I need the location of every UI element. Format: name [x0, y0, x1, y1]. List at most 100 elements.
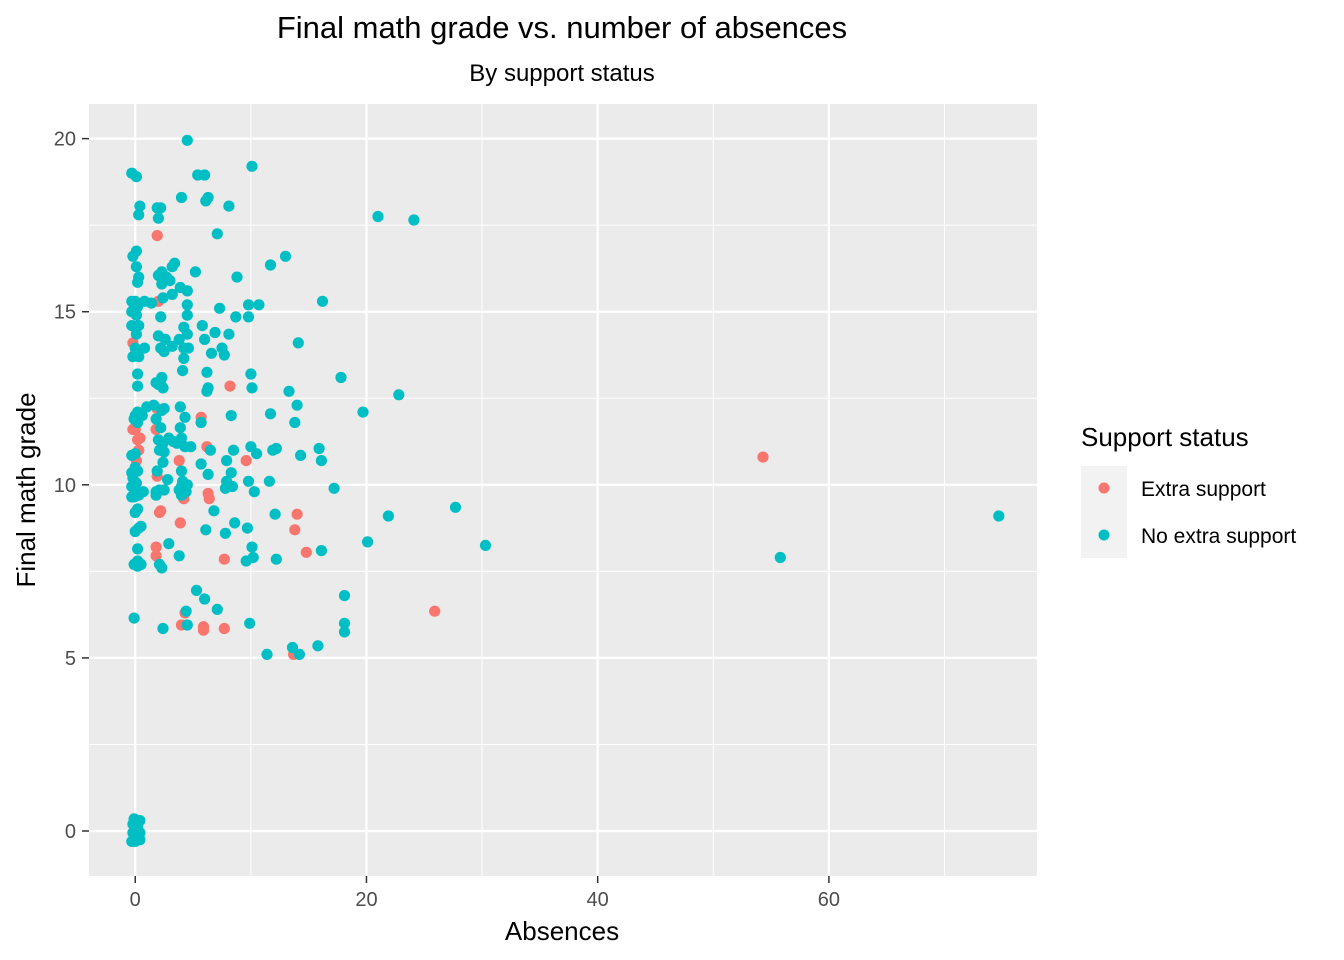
data-point — [132, 543, 144, 555]
x-tick-label: 60 — [818, 889, 840, 911]
data-point — [174, 517, 186, 529]
data-point — [173, 550, 185, 562]
data-point — [393, 389, 405, 401]
y-axis-label: Final math grade — [11, 392, 41, 587]
y-tick-label: 15 — [54, 302, 76, 324]
data-point — [289, 524, 301, 536]
data-point — [134, 200, 146, 212]
data-point — [313, 442, 325, 455]
data-point — [208, 505, 220, 517]
data-point — [156, 404, 168, 416]
data-point — [175, 465, 188, 477]
data-point — [338, 617, 351, 629]
data-point — [153, 444, 166, 456]
data-point — [155, 422, 167, 434]
data-point — [229, 517, 241, 529]
data-point — [180, 605, 192, 617]
data-point — [181, 619, 193, 631]
data-point — [241, 522, 253, 534]
data-point — [128, 612, 140, 624]
data-point — [219, 527, 231, 539]
data-point — [175, 191, 188, 204]
data-point — [225, 467, 237, 479]
legend-label-extra-support: Extra support — [1141, 478, 1266, 501]
data-point — [126, 467, 138, 479]
legend-marker-extra-support — [1098, 482, 1110, 494]
data-point — [338, 590, 351, 602]
data-point — [126, 480, 138, 493]
data-point — [155, 505, 167, 517]
data-point — [151, 230, 163, 242]
data-point — [196, 320, 208, 332]
data-point — [291, 399, 303, 411]
data-point — [269, 508, 281, 520]
data-point — [203, 493, 215, 505]
data-point — [246, 541, 258, 553]
data-point — [218, 553, 230, 565]
x-tick-label: 20 — [355, 889, 377, 911]
data-point — [246, 160, 258, 172]
data-point — [133, 209, 145, 221]
data-point — [166, 261, 178, 273]
data-point — [200, 524, 212, 536]
data-point — [223, 200, 235, 212]
data-point — [214, 302, 226, 314]
data-point — [189, 266, 201, 278]
data-point — [225, 410, 237, 422]
data-point — [291, 508, 303, 520]
data-point — [227, 444, 240, 456]
chart-title: Final math grade vs. number of absences — [277, 10, 847, 45]
data-point — [757, 451, 769, 463]
data-point — [173, 333, 185, 345]
data-point — [295, 449, 307, 461]
data-point — [151, 465, 163, 477]
data-point — [152, 434, 164, 446]
data-point — [151, 202, 163, 214]
chart-subtitle: By support status — [469, 60, 654, 87]
data-point — [270, 553, 282, 565]
data-point — [155, 342, 167, 354]
data-point — [135, 558, 147, 571]
legend: Support status Extra support No extra su… — [1081, 422, 1296, 558]
data-point — [195, 416, 207, 429]
data-point — [315, 545, 327, 557]
data-point — [179, 411, 191, 423]
data-point — [204, 444, 216, 456]
data-point — [253, 299, 265, 311]
data-point — [218, 622, 230, 635]
data-point — [264, 408, 277, 420]
data-point — [173, 484, 185, 496]
data-point — [192, 169, 204, 181]
data-point — [181, 134, 193, 146]
data-point — [248, 486, 260, 498]
data-point — [178, 342, 190, 354]
y-tick-label: 10 — [54, 475, 76, 497]
data-point — [195, 458, 207, 470]
data-point — [152, 212, 164, 224]
data-point — [200, 195, 212, 207]
data-point — [993, 510, 1005, 522]
data-point — [267, 444, 279, 456]
data-point — [292, 337, 304, 349]
data-point — [223, 328, 235, 340]
x-tick-label: 0 — [130, 889, 141, 911]
data-point — [150, 413, 162, 425]
data-point — [338, 626, 351, 638]
data-point — [293, 648, 305, 661]
data-point — [263, 475, 275, 487]
data-point — [221, 455, 233, 467]
data-point — [127, 351, 139, 363]
data-point — [201, 385, 213, 397]
legend-label-no-extra-support: No extra support — [1141, 525, 1296, 548]
data-point — [245, 441, 257, 453]
data-point — [242, 299, 255, 311]
data-point — [335, 371, 347, 384]
data-point — [127, 250, 139, 262]
plot-panel — [89, 104, 1037, 876]
data-point — [126, 320, 138, 332]
data-point — [289, 416, 301, 429]
data-point — [362, 536, 374, 548]
data-point — [283, 385, 295, 397]
data-point — [126, 306, 138, 318]
